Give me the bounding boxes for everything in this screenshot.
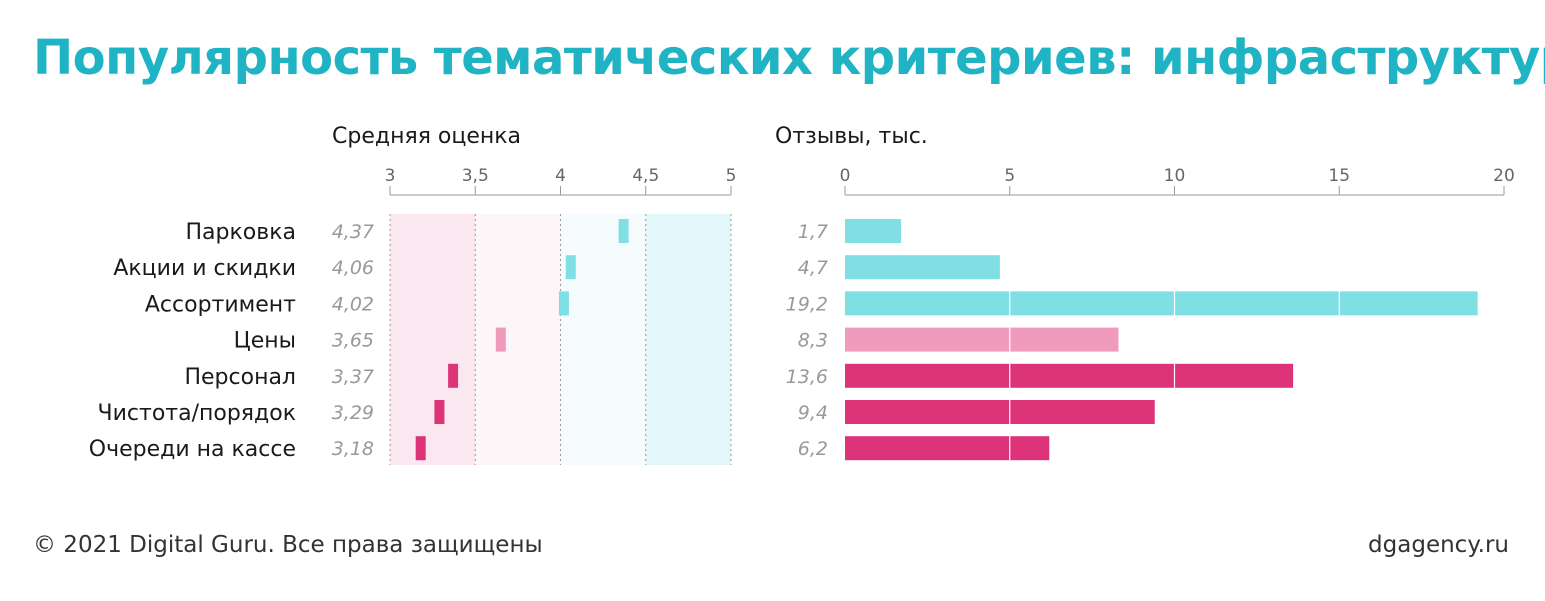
rating-zone xyxy=(390,214,476,465)
rating-tick-label: 5 xyxy=(726,166,737,186)
category-label: Парковка xyxy=(186,220,296,245)
copyright-text: © 2021 Digital Guru. Все права защищены xyxy=(33,532,543,558)
reviews-value-label: 9,4 xyxy=(798,402,828,424)
rating-tick-label: 3,5 xyxy=(462,166,489,186)
reviews-tick-label: 5 xyxy=(1004,166,1015,186)
rating-bar xyxy=(618,219,629,243)
reviews-bar xyxy=(845,327,1119,352)
rating-value-label: 4,02 xyxy=(332,293,374,315)
reviews-value-label: 1,7 xyxy=(798,221,828,243)
reviews-value-label: 6,2 xyxy=(798,438,828,460)
reviews-tick-label: 10 xyxy=(1164,166,1186,186)
reviews-bar xyxy=(845,219,902,243)
rating-zone xyxy=(645,214,731,465)
rating-tick-label: 4,5 xyxy=(632,166,659,186)
rating-bar xyxy=(495,327,506,352)
rating-bar xyxy=(558,291,569,316)
rating-value-label: 4,37 xyxy=(332,221,374,243)
rating-bar xyxy=(415,436,426,461)
category-label: Очереди на кассе xyxy=(89,437,296,462)
rating-bar xyxy=(434,400,445,424)
reviews-value-label: 8,3 xyxy=(798,330,828,352)
rating-panel-title: Средняя оценка xyxy=(332,124,521,149)
category-label: Акции и скидки xyxy=(113,256,296,281)
category-label: Чистота/порядок xyxy=(98,401,296,426)
rating-value-label: 3,18 xyxy=(332,438,374,460)
reviews-value-label: 4,7 xyxy=(798,257,828,279)
category-label: Цены xyxy=(234,329,296,354)
reviews-value-label: 13,6 xyxy=(786,366,828,388)
rating-value-label: 3,65 xyxy=(332,330,374,352)
reviews-value-label: 19,2 xyxy=(786,293,828,315)
rating-bar xyxy=(565,255,576,280)
category-label: Ассортимент xyxy=(145,292,296,317)
reviews-bar xyxy=(845,436,1050,461)
rating-tick-label: 4 xyxy=(555,166,566,186)
rating-zone xyxy=(475,214,561,465)
reviews-tick-label: 0 xyxy=(840,166,851,186)
rating-tick-label: 3 xyxy=(385,166,396,186)
reviews-bar xyxy=(845,363,1294,388)
reviews-tick-label: 15 xyxy=(1328,166,1350,186)
reviews-bar xyxy=(845,291,1478,316)
reviews-bar xyxy=(845,255,1000,280)
chart-title: Популярность тематических критериев: инф… xyxy=(33,30,1545,86)
rating-value-label: 3,37 xyxy=(332,366,374,388)
reviews-panel-title: Отзывы, тыс. xyxy=(775,124,928,149)
reviews-bar xyxy=(845,400,1155,424)
category-label: Персонал xyxy=(184,365,296,390)
site-link[interactable]: dgagency.ru xyxy=(1368,532,1509,558)
rating-value-label: 3,29 xyxy=(332,402,374,424)
rating-value-label: 4,06 xyxy=(332,257,374,279)
reviews-tick-label: 20 xyxy=(1493,166,1515,186)
rating-bar xyxy=(448,363,459,388)
rating-zone xyxy=(560,214,646,465)
